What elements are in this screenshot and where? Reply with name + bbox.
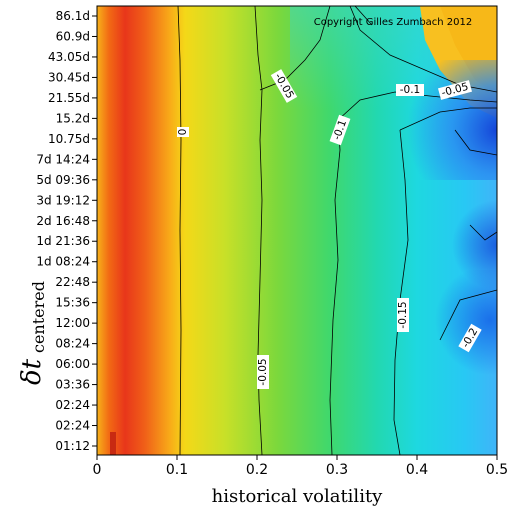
contour-label: 0 [177, 129, 189, 136]
y-tick-label: 43.05d [48, 50, 90, 64]
contour-label: -0.15 [397, 301, 409, 328]
y-tick-label: 02:24 [55, 398, 90, 412]
x-tick-label: 0.1 [166, 462, 188, 478]
copyright-text: Copyright Gilles Zumbach 2012 [314, 17, 473, 28]
y-axis-title-sub: centered [29, 281, 48, 353]
y-tick-label: 12:00 [55, 316, 90, 330]
y-tick-label: 1d 21:36 [36, 234, 90, 248]
x-tick-label: 0.4 [406, 462, 428, 478]
y-tick-label: 3d 19:12 [36, 193, 90, 207]
x-tick-label: 0.2 [246, 462, 268, 478]
y-tick-label: 21.55d [48, 91, 90, 105]
x-tick-label: 0 [93, 462, 102, 478]
y-axis: 01:12 02:24 02:24 03:36 06:00 08:24 12:00 15:36… [36, 9, 97, 453]
y-tick-label: 15.2d [56, 111, 90, 125]
y-tick-label: 10.75d [48, 132, 90, 146]
y-tick-label: 5d 09:36 [36, 173, 90, 187]
y-tick-label: 15:36 [55, 296, 90, 310]
y-tick-label: 03:36 [55, 378, 90, 392]
heatmap-field [97, 6, 497, 455]
y-tick-label: 08:24 [55, 337, 90, 351]
y-tick-label: 2d 16:48 [36, 214, 90, 228]
copyright-notice: Copyright Gilles Zumbach 2012 [314, 17, 473, 28]
x-axis: 0 0.1 0.2 0.3 0.4 0.5 [93, 455, 508, 478]
contour-labels: 0 -0.05 -0.05 -0.1 -0.1 -0.05 -0.15 -0.2 [177, 69, 482, 389]
plot-frame [96, 5, 498, 456]
y-tick-label: 02:24 [55, 419, 90, 433]
x-tick-label: 0.5 [486, 462, 508, 478]
y-tick-label: 22:48 [55, 275, 90, 289]
y-axis-title-main: δt [17, 358, 47, 385]
y-tick-label: 01:12 [55, 439, 90, 453]
y-tick-label: 30.45d [48, 70, 90, 84]
y-axis-title: δt centered [17, 281, 48, 385]
y-tick-label: 06:00 [55, 357, 90, 371]
x-axis-title: historical volatility [212, 486, 384, 507]
contour-label: -0.1 [400, 84, 421, 96]
y-tick-label: 7d 14:24 [36, 152, 90, 166]
y-tick-label: 86.1d [56, 9, 90, 23]
x-tick-label: 0.3 [326, 462, 348, 478]
contour-label: -0.05 [257, 358, 269, 385]
y-tick-label: 60.9d [56, 29, 90, 43]
y-tick-label: 1d 08:24 [36, 255, 90, 269]
